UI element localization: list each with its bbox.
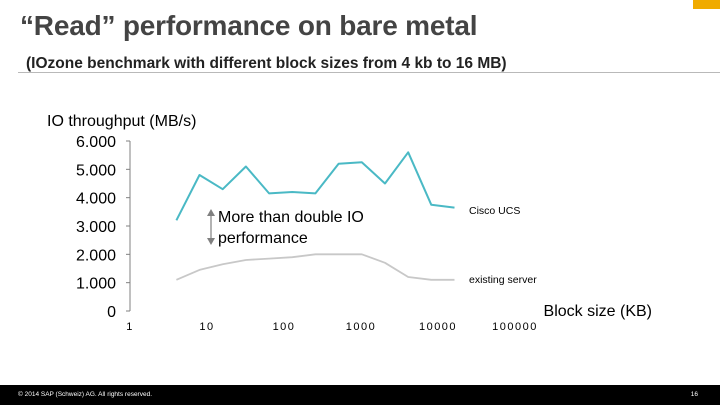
- annotation-text-line2: performance: [218, 230, 308, 247]
- y-tick-label: 0: [107, 304, 116, 321]
- y-tick-label: 5.000: [76, 162, 116, 179]
- series-line-existing-server: [176, 253, 455, 281]
- y-tick-label: 2.000: [76, 247, 116, 264]
- series: [175, 151, 455, 281]
- x-tick-label: 100000: [492, 321, 538, 333]
- x-axis-label: Block size (KB): [544, 303, 652, 320]
- slide-title: “Read” performance on bare metal: [20, 10, 478, 41]
- accent-bar: [693, 0, 720, 9]
- title-divider: [18, 72, 720, 73]
- footer-bar: [0, 385, 720, 405]
- y-tick-label: 3.000: [76, 219, 116, 236]
- x-tick-label: 100: [273, 321, 296, 333]
- slide-subtitle: (IOzone benchmark with different block s…: [26, 55, 507, 72]
- y-tick-label: 6.000: [76, 134, 116, 151]
- y-tick-label: 4.000: [76, 191, 116, 208]
- x-tick-label: 1000: [346, 321, 376, 333]
- series-label-cisco-ucs: Cisco UCS: [469, 205, 520, 217]
- page-number: 16: [690, 391, 698, 398]
- y-tick-label: 1.000: [76, 276, 116, 293]
- series-line-cisco-ucs: [175, 151, 455, 221]
- x-tick-label: 1: [126, 321, 134, 333]
- annotation-arrow-up: [207, 209, 215, 216]
- annotation-text-line1: More than double IO: [218, 209, 364, 226]
- y-axis-label: IO throughput (MB/s): [47, 113, 196, 130]
- x-tick-label: 10000: [419, 321, 457, 333]
- series-label-existing-server: existing server: [469, 274, 537, 286]
- x-tick-label: 10: [199, 321, 214, 333]
- annotation-arrow-down: [207, 238, 215, 245]
- annotation: More than double IO performance: [207, 209, 364, 247]
- copyright: © 2014 SAP (Schweiz) AG. All rights rese…: [18, 391, 153, 398]
- y-axis: 0 1.000 2.000 3.000 4.000 5.000 6.000: [76, 134, 131, 321]
- x-axis: 1 10 100 1000 10000 100000: [126, 321, 538, 333]
